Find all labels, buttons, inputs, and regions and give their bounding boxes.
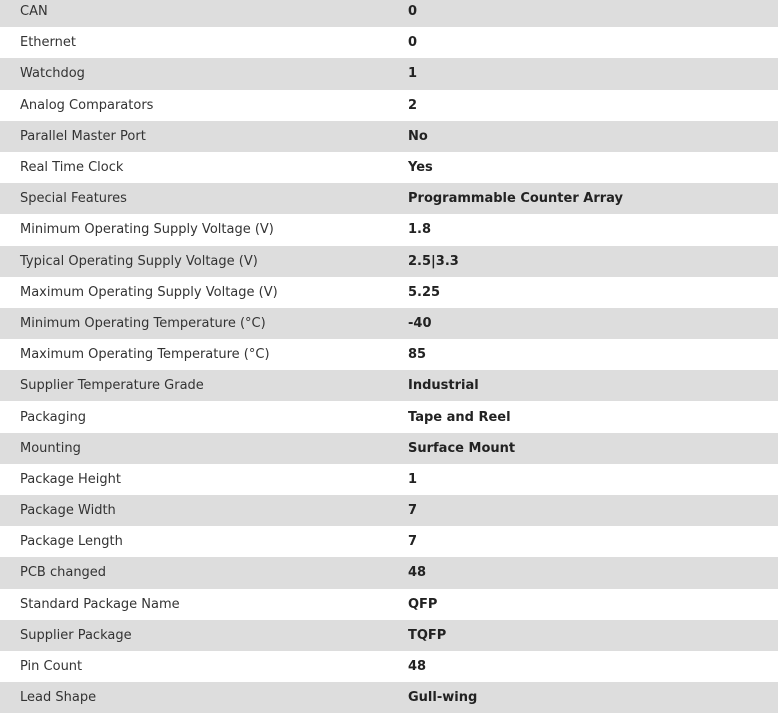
spec-label: Watchdog — [20, 66, 85, 82]
spec-value: Yes — [408, 160, 433, 176]
table-row: Maximum Operating Temperature (°C) 85 — [0, 339, 778, 371]
spec-value: 5.25 — [408, 284, 441, 300]
spec-value: 2.5|3.3 — [408, 253, 459, 269]
table-row: Supplier Temperature Grade Industrial — [0, 370, 778, 402]
spec-value: No — [408, 128, 428, 144]
table-row: Pin Count 48 — [0, 650, 778, 683]
spec-label: Special Features — [20, 191, 127, 207]
spec-label: Maximum Operating Supply Voltage (V) — [20, 284, 278, 300]
table-row: Packaging Tape and Reel — [0, 401, 778, 433]
spec-value: Tape and Reel — [408, 409, 511, 425]
spec-value: 85 — [408, 347, 427, 363]
table-row: Package Length 7 — [0, 526, 778, 558]
spec-value: 1.8 — [408, 222, 432, 238]
spec-label: Packaging — [20, 409, 86, 425]
spec-value: Programmable Counter Array — [408, 191, 624, 207]
spec-label: Analog Comparators — [20, 97, 154, 113]
spec-label: Package Length — [20, 534, 123, 550]
table-row: Standard Package Name QFP — [0, 588, 778, 620]
spec-value: 7 — [408, 534, 418, 550]
table-row: Package Width 7 — [0, 495, 778, 527]
spec-value: 1 — [408, 66, 418, 82]
spec-label: Package Width — [20, 503, 116, 519]
spec-value: 0 — [408, 35, 418, 51]
spec-label: Typical Operating Supply Voltage (V) — [20, 253, 258, 269]
spec-label: Parallel Master Port — [20, 128, 146, 144]
spec-value: Surface Mount — [408, 440, 516, 456]
spec-label: Supplier Package — [20, 627, 132, 643]
spec-value: 0 — [408, 4, 418, 20]
spec-value: QFP — [408, 596, 438, 612]
spec-label: Package Height — [20, 471, 121, 487]
spec-value: Gull-wing — [408, 690, 478, 706]
spec-value: Industrial — [408, 378, 479, 394]
spec-label: CAN — [20, 4, 48, 20]
table-row: Special Features Programmable Counter Arr… — [0, 183, 778, 215]
spec-label: Lead Shape — [20, 690, 97, 706]
spec-label: Ethernet — [20, 35, 76, 51]
table-row: Package Height 1 — [0, 463, 778, 495]
spec-label: Standard Package Name — [20, 596, 180, 612]
table-row: Mounting Surface Mount — [0, 432, 778, 464]
spec-label: Minimum Operating Temperature (°C) — [20, 315, 266, 331]
spec-label: Mounting — [20, 440, 81, 456]
table-row: Typical Operating Supply Voltage (V) 2.5|… — [0, 245, 778, 277]
spec-label: Real Time Clock — [20, 160, 124, 176]
table-row: Minimum Operating Temperature (°C) -40 — [0, 307, 778, 340]
table-row: Minimum Operating Supply Voltage (V) 1.8 — [0, 214, 778, 246]
table-row: Analog Comparators 2 — [0, 89, 778, 121]
spec-value: 48 — [408, 659, 427, 675]
table-row: Watchdog 1 — [0, 58, 778, 90]
spec-value: 1 — [408, 471, 418, 487]
spec-value: -40 — [408, 315, 432, 331]
spec-label: PCB changed — [20, 565, 107, 581]
spec-label: Supplier Temperature Grade — [20, 378, 204, 394]
table-row: Real Time Clock Yes — [0, 151, 778, 184]
spec-value: 2 — [408, 97, 418, 113]
spec-label: Pin Count — [20, 659, 83, 675]
table-row: PCB changed 48 — [0, 557, 778, 589]
spec-label: Maximum Operating Temperature (°C) — [20, 347, 270, 363]
spec-label: Minimum Operating Supply Voltage (V) — [20, 222, 274, 238]
spec-value: 48 — [408, 565, 427, 581]
table-row: Maximum Operating Supply Voltage (V) 5.25 — [0, 276, 778, 308]
table-row: Ethernet 0 — [0, 27, 778, 59]
table-row: Parallel Master Port No — [0, 120, 778, 152]
table-row: Supplier Package TQFP — [0, 619, 778, 651]
spec-value: 7 — [408, 503, 418, 519]
table-row: Lead Shape Gull-wing — [0, 682, 778, 713]
spec-value: TQFP — [408, 627, 447, 643]
table-row: CAN 0 — [0, 0, 778, 28]
